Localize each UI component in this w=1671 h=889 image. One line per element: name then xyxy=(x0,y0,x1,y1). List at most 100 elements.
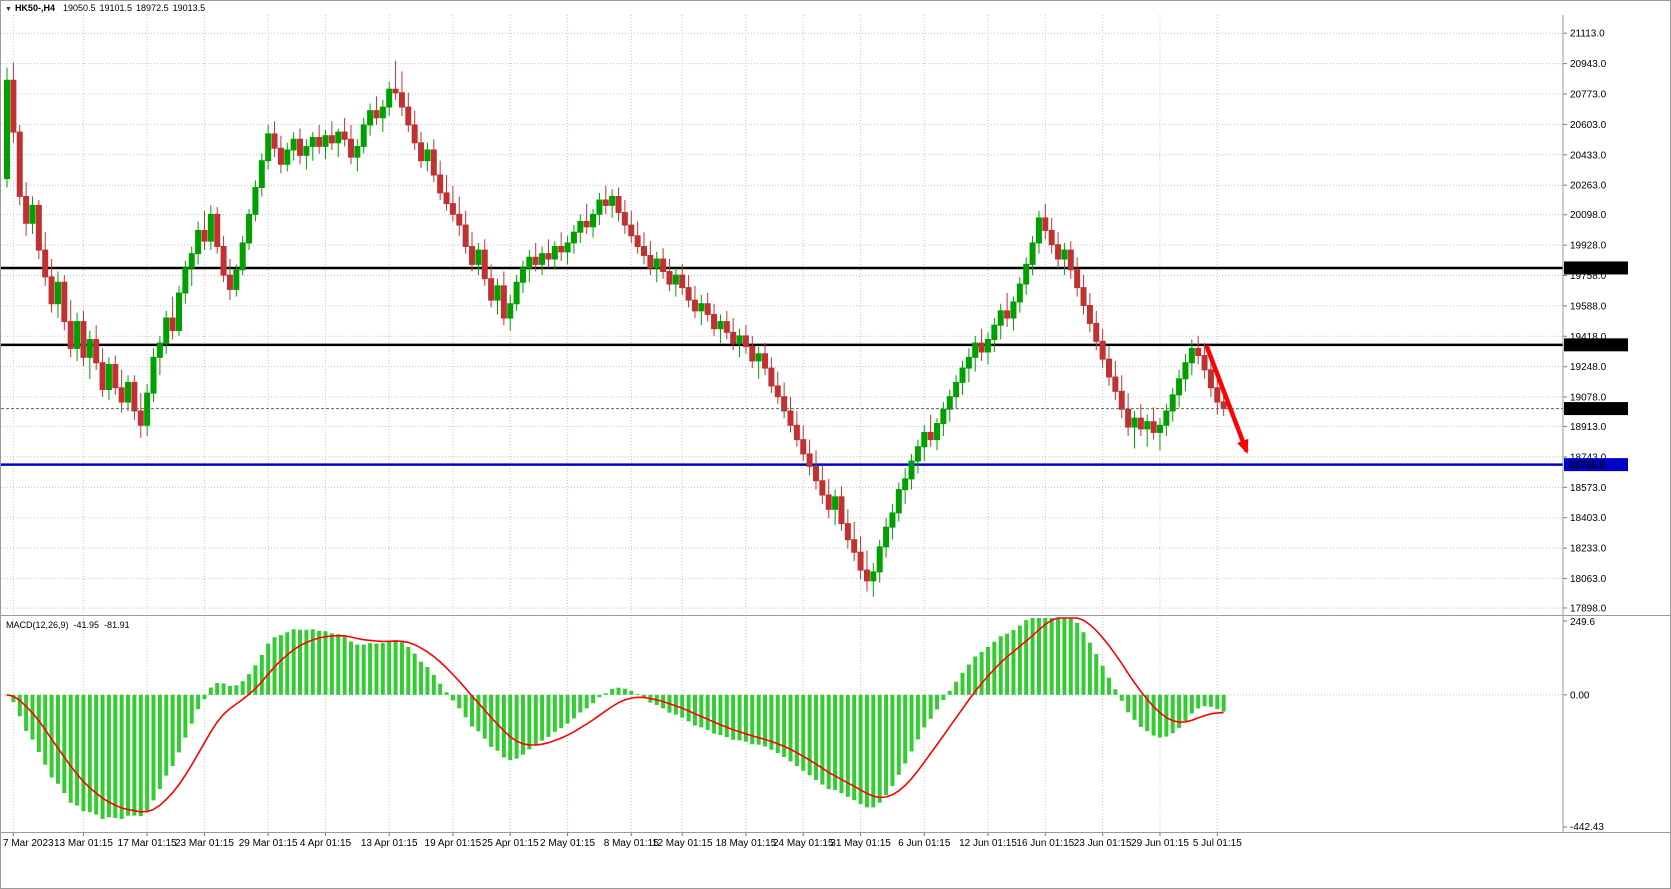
time-label[interactable]: 29 Jun 01:15 xyxy=(1131,838,1189,849)
candle-body xyxy=(182,267,189,294)
macd-histogram-bar xyxy=(877,694,882,803)
candle-body xyxy=(1214,387,1221,403)
price-tick-label: 20098.0 xyxy=(1570,210,1607,221)
candle-body xyxy=(405,106,412,126)
time-label[interactable]: 13 Apr 01:15 xyxy=(361,838,418,849)
macd-histogram-bar xyxy=(1094,653,1099,695)
candle-body xyxy=(67,321,74,349)
time-label[interactable]: 12 May 01:15 xyxy=(652,838,713,849)
time-label[interactable]: 2 May 01:15 xyxy=(540,838,595,849)
macd-histogram-bar xyxy=(801,694,806,771)
macd-histogram-bar xyxy=(571,694,576,719)
time-label[interactable]: 16 Jun 01:15 xyxy=(1016,838,1074,849)
price-tick-label: 20263.0 xyxy=(1570,181,1607,192)
ohlc-low-value: 18972.5 xyxy=(136,3,169,13)
macd-histogram-bar xyxy=(928,694,933,719)
candle-body xyxy=(590,213,597,228)
candle-body xyxy=(456,213,463,226)
macd-histogram-bar xyxy=(1132,694,1137,720)
time-label[interactable]: 6 Jun 01:15 xyxy=(898,838,951,849)
macd-histogram-bar xyxy=(298,629,303,695)
macd-histogram-bar xyxy=(578,694,583,713)
macd-histogram-bar xyxy=(476,694,481,732)
macd-histogram-bar xyxy=(1145,694,1150,732)
time-label[interactable]: 5 Jul 01:15 xyxy=(1193,838,1242,849)
macd-histogram-bar xyxy=(1170,694,1175,734)
price-tick-label: 18743.0 xyxy=(1570,452,1607,463)
candle-body xyxy=(424,149,431,162)
macd-histogram-bar xyxy=(170,694,175,766)
macd-histogram-bar xyxy=(686,694,691,722)
time-label[interactable]: 19 Apr 01:15 xyxy=(425,838,482,849)
current-price-badge xyxy=(1564,402,1628,416)
macd-histogram-bar xyxy=(30,694,35,740)
time-label[interactable]: 31 May 01:15 xyxy=(830,838,891,849)
time-label[interactable]: 29 Mar 01:15 xyxy=(239,838,298,849)
macd-histogram-bar xyxy=(106,694,111,818)
candle-body xyxy=(1144,421,1151,430)
macd-histogram-bar xyxy=(610,688,615,695)
macd-histogram-bar xyxy=(642,694,646,698)
price-tick-label: 21113.0 xyxy=(1570,29,1605,40)
macd-histogram-bar xyxy=(724,694,729,738)
macd-histogram-bar xyxy=(699,694,704,728)
macd-histogram-bar xyxy=(240,681,245,695)
ohlc-open-value: 19050.5 xyxy=(62,3,96,13)
candle-body xyxy=(469,246,476,265)
candle-body xyxy=(309,136,316,147)
time-label[interactable]: 4 Apr 01:15 xyxy=(300,838,352,849)
macd-histogram-bar xyxy=(680,694,685,718)
time-label[interactable]: 18 May 01:15 xyxy=(716,838,777,849)
macd-histogram-bar xyxy=(941,694,946,701)
candle-body xyxy=(35,204,42,251)
time-label[interactable]: 23 Jun 01:15 xyxy=(1074,838,1132,849)
candle-body xyxy=(927,431,934,441)
candle-body xyxy=(488,278,495,301)
macd-histogram-bar xyxy=(514,694,519,759)
time-label[interactable]: 12 Jun 01:15 xyxy=(959,838,1017,849)
candle-body xyxy=(749,346,756,362)
macd-histogram-bar xyxy=(1100,665,1105,695)
candle-body xyxy=(1093,322,1100,342)
macd-histogram-bar xyxy=(884,694,889,796)
candle-body xyxy=(602,199,609,206)
macd-histogram-bar xyxy=(259,654,264,695)
macd-histogram-bar xyxy=(1177,694,1182,728)
time-label[interactable]: 8 May 01:15 xyxy=(604,838,659,849)
time-label[interactable]: 13 Mar 01:15 xyxy=(54,838,113,849)
macd-histogram-bar xyxy=(119,694,124,819)
macd-histogram-bar xyxy=(546,694,551,737)
macd-histogram-bar xyxy=(55,694,60,784)
macd-histogram-bar xyxy=(1138,694,1143,727)
time-label[interactable]: 7 Mar 2023 xyxy=(3,838,54,849)
candle-body xyxy=(233,269,240,290)
time-label[interactable]: 25 Apr 01:15 xyxy=(482,838,539,849)
candle-body xyxy=(360,124,367,147)
macd-histogram-bar xyxy=(985,646,990,695)
price-line-badge xyxy=(1564,458,1628,472)
macd-histogram-bar xyxy=(960,672,965,695)
price-tick-label: 20603.0 xyxy=(1570,120,1607,131)
candle-body xyxy=(239,242,246,271)
candle-body xyxy=(258,160,265,189)
time-label[interactable]: 17 Mar 01:15 xyxy=(118,838,177,849)
candle-body xyxy=(583,220,590,228)
macd-histogram-bar xyxy=(705,694,710,731)
candle-body xyxy=(220,246,227,276)
trend-arrow-annotation[interactable] xyxy=(1204,344,1249,455)
time-label[interactable]: 23 Mar 01:15 xyxy=(175,838,234,849)
macd-histogram-bar xyxy=(1087,642,1092,695)
candle-body xyxy=(1086,305,1093,324)
macd-histogram-bar xyxy=(559,694,564,729)
time-label[interactable]: 24 May 01:15 xyxy=(773,838,834,849)
candle-body xyxy=(354,145,361,158)
candle-body xyxy=(1131,417,1138,428)
macd-histogram-bar xyxy=(597,694,602,698)
candle-body xyxy=(437,174,444,194)
candle-body xyxy=(112,364,119,389)
macd-histogram-bar xyxy=(247,674,252,695)
candle-body xyxy=(1176,378,1183,396)
candle-body xyxy=(940,408,947,424)
